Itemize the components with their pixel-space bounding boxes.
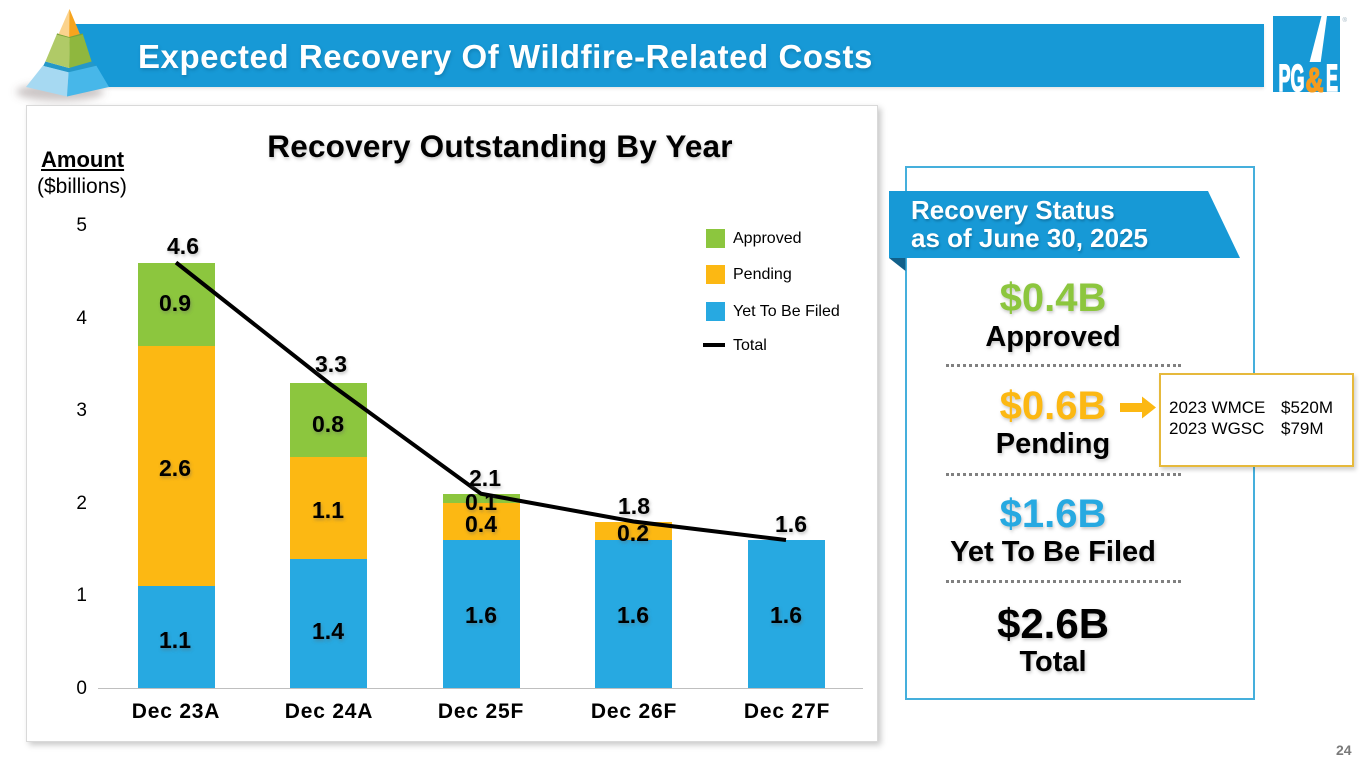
- svg-text:E: E: [1326, 58, 1338, 96]
- svg-text:®: ®: [1343, 17, 1348, 24]
- svg-text:&: &: [1306, 62, 1324, 97]
- svg-text:PG: PG: [1279, 58, 1305, 96]
